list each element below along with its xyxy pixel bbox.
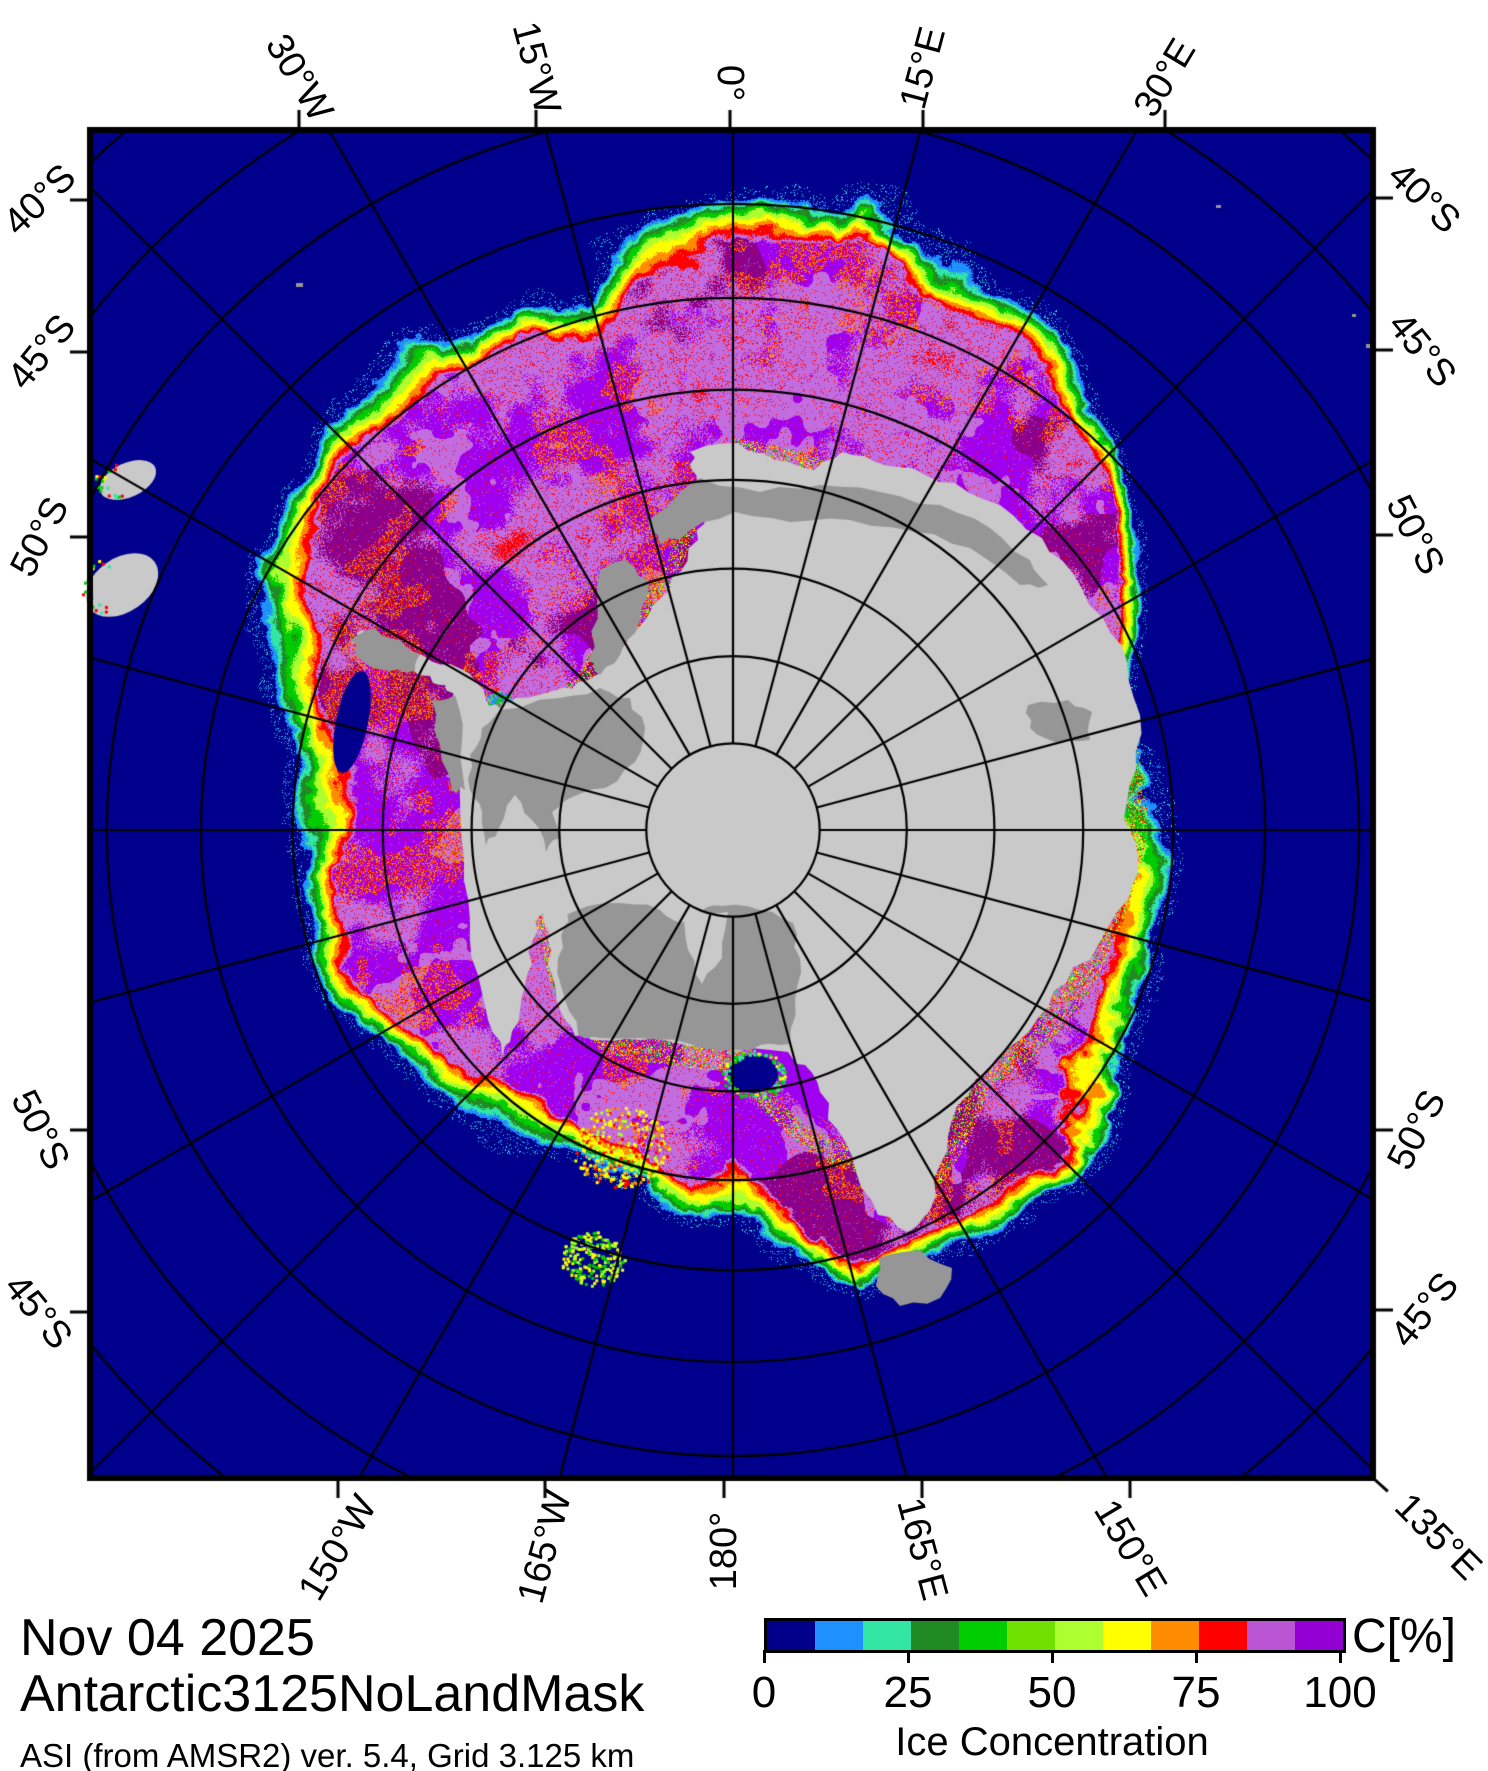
colorbar-segment xyxy=(1055,1621,1103,1650)
colorbar-tick-label: 0 xyxy=(751,1668,777,1717)
colorbar-tick xyxy=(1195,1650,1198,1663)
colorbar-axis-label: Ice Concentration xyxy=(895,1720,1209,1764)
colorbar-tick xyxy=(1339,1650,1342,1663)
colorbar-segment xyxy=(1295,1621,1343,1650)
colorbar-segment xyxy=(1247,1621,1295,1650)
graticule-label: 0° xyxy=(709,64,751,102)
colorbar-segment xyxy=(1103,1621,1151,1650)
ice-concentration-colorbar xyxy=(764,1618,1346,1653)
date-label: Nov 04 2025 xyxy=(20,1609,315,1667)
colorbar-tick-label: 50 xyxy=(1027,1668,1077,1717)
colorbar-tick-label: 25 xyxy=(883,1668,933,1717)
colorbar-tick xyxy=(907,1650,910,1663)
colorbar-segment xyxy=(863,1621,911,1650)
colorbar-tick-label: 100 xyxy=(1303,1668,1377,1717)
colorbar-segment xyxy=(1007,1621,1055,1650)
graticule-label: 180° xyxy=(703,1511,745,1591)
colorbar-segment xyxy=(815,1621,863,1650)
colorbar-segment xyxy=(959,1621,1007,1650)
colorbar-segment xyxy=(911,1621,959,1650)
colorbar-unit-label: C[%] xyxy=(1352,1610,1457,1663)
region-label: Antarctic3125NoLandMask xyxy=(20,1665,645,1723)
colorbar-segment xyxy=(1151,1621,1199,1650)
colorbar-segment xyxy=(767,1621,815,1650)
colorbar-tick-label: 75 xyxy=(1171,1668,1221,1717)
source-label: ASI (from AMSR2) ver. 5.4, Grid 3.125 km xyxy=(20,1737,635,1771)
colorbar-tick xyxy=(763,1650,766,1663)
colorbar-tick xyxy=(1051,1650,1054,1663)
colorbar-segment xyxy=(1199,1621,1247,1650)
